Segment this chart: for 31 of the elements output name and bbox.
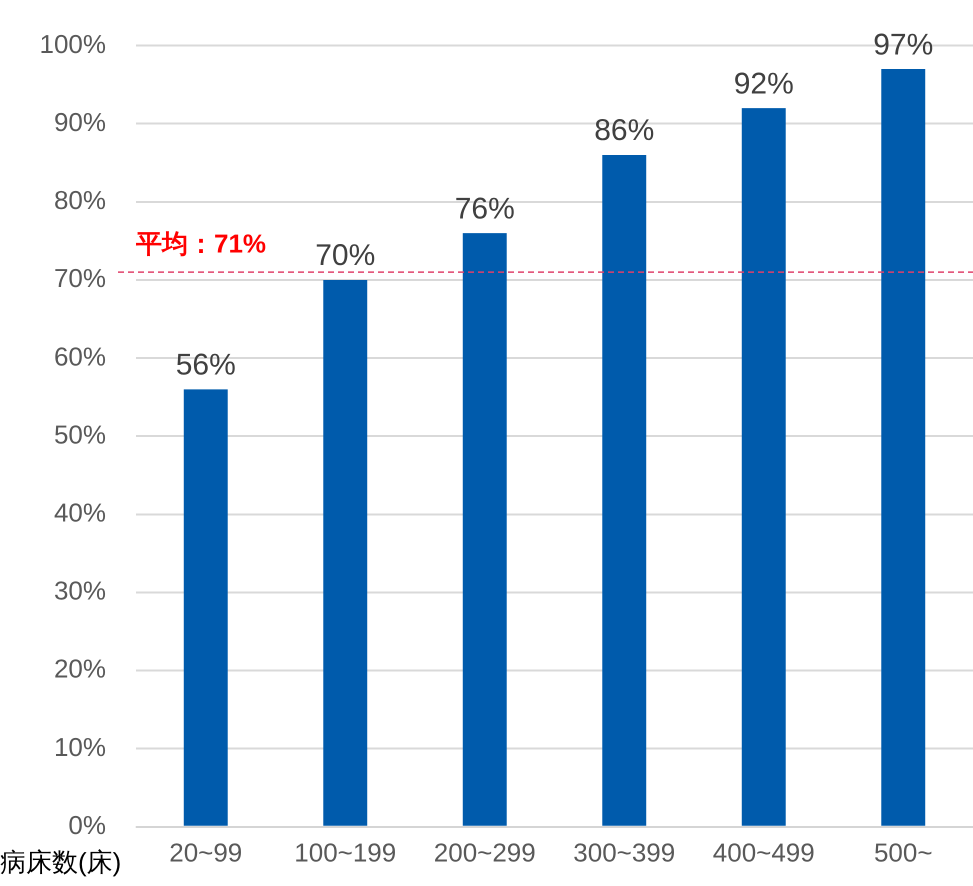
- bar: [462, 233, 507, 826]
- y-tick-label: 50%: [54, 419, 106, 450]
- x-tick-label: 400~499: [712, 838, 815, 868]
- x-tick-label: 500~: [874, 838, 933, 868]
- data-label: 97%: [873, 28, 934, 62]
- y-tick-label: 10%: [54, 732, 106, 762]
- data-label: 92%: [734, 67, 794, 100]
- data-label: 86%: [594, 114, 654, 148]
- x-tick-label: 20~99: [169, 838, 242, 868]
- ref-line-label: 平均：71%: [135, 228, 266, 258]
- bar: [184, 389, 228, 826]
- y-tick-label: 30%: [54, 576, 106, 606]
- data-label: 70%: [315, 239, 376, 272]
- x-tick-label: 100~199: [294, 838, 396, 868]
- y-tick-label: 60%: [54, 341, 106, 372]
- x-axis-title: 病床数(床): [0, 847, 122, 878]
- y-tick-label: 80%: [54, 185, 106, 216]
- bar: [742, 108, 786, 826]
- y-tick-label: 40%: [54, 497, 106, 528]
- bar: [323, 280, 368, 826]
- y-tick-label: 90%: [54, 106, 106, 137]
- x-tick-label: 200~299: [434, 838, 536, 868]
- x-tick-label: 300~399: [573, 838, 676, 868]
- y-tick-label: 20%: [54, 654, 106, 684]
- data-label: 76%: [454, 192, 515, 226]
- y-tick-label: 100%: [40, 28, 106, 59]
- bar: [881, 69, 926, 826]
- data-label: 56%: [176, 348, 236, 382]
- bar: [602, 154, 646, 826]
- y-tick-label: 70%: [54, 263, 106, 294]
- y-tick-label: 0%: [68, 810, 106, 840]
